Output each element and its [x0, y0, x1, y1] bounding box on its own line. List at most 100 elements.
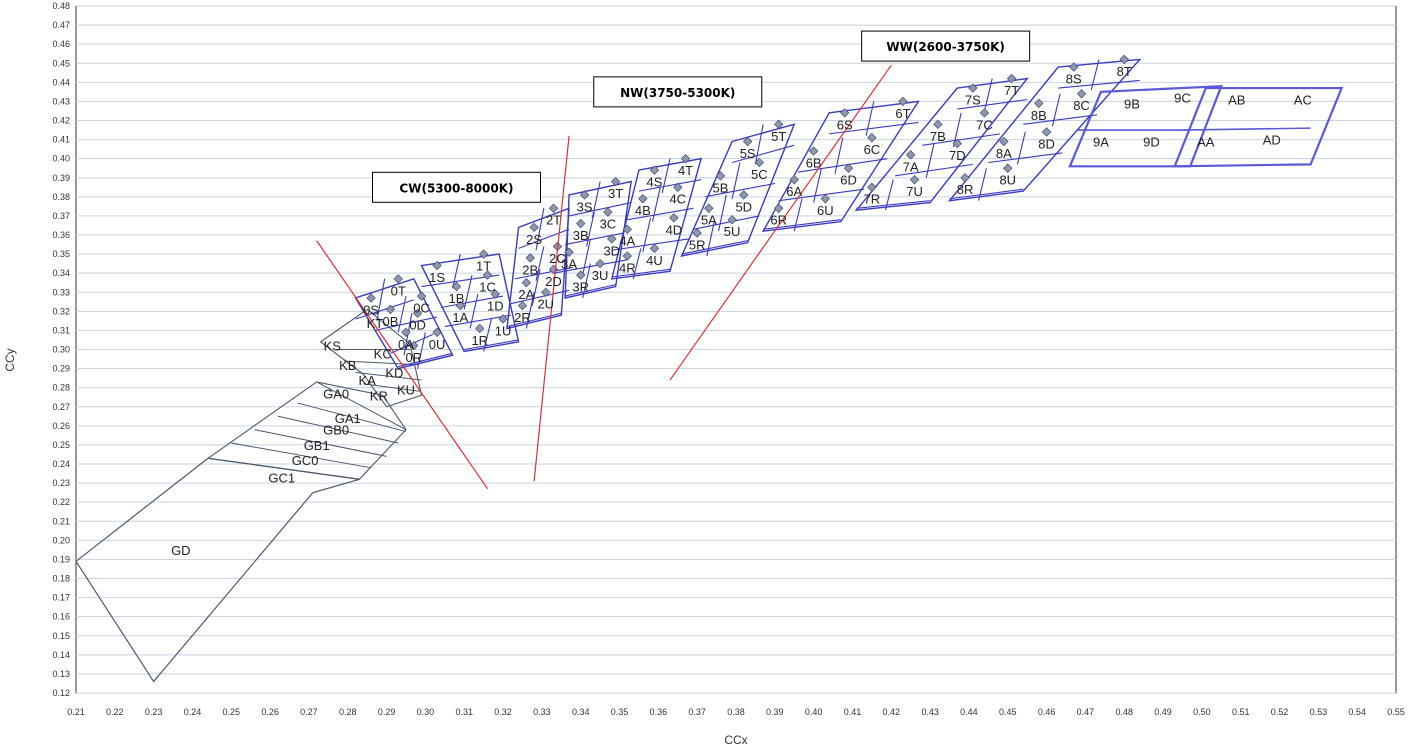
y-tick-label: 0.17	[52, 593, 70, 603]
bin-label: 1D	[487, 299, 504, 314]
region-box	[371, 171, 541, 203]
y-tick-label: 0.24	[52, 459, 70, 469]
y-tick-label: 0.41	[52, 135, 70, 145]
bin-label: KB	[339, 358, 356, 373]
region-box-label: WW(2600-3750K)	[886, 40, 1005, 54]
y-tick-label: 0.25	[52, 440, 70, 450]
bin-row-line	[518, 228, 570, 249]
bin-row-line	[1182, 127, 1311, 131]
mesh-vertex	[432, 260, 442, 271]
bin-label: 2D	[545, 274, 562, 289]
mesh-vertex	[548, 203, 559, 213]
bin-label: GC0	[292, 453, 319, 468]
k-region-outline	[319, 308, 423, 408]
bin-label: 2A	[518, 287, 534, 302]
mesh-vertex	[401, 327, 411, 337]
bin-row-line	[514, 266, 574, 280]
bin-label: 1R	[471, 333, 488, 348]
y-tick-label: 0.22	[52, 497, 70, 507]
bin-row-line	[553, 259, 628, 274]
y-tick-label: 0.29	[52, 364, 70, 374]
bin-label: KU	[397, 383, 415, 398]
x-tick-label: 0.53	[1310, 707, 1328, 717]
x-tick-label: 0.51	[1232, 707, 1250, 717]
bin-grid	[354, 54, 1344, 370]
bin-row-line	[1058, 79, 1140, 89]
y-tick-label: 0.21	[52, 516, 70, 526]
y-tick-label: 0.38	[52, 192, 70, 202]
bin-split-line	[642, 217, 652, 253]
mesh-vertex	[1069, 62, 1079, 72]
bin-label: 5B	[713, 180, 729, 195]
bin-label: KT	[367, 316, 384, 331]
boundary-lines	[316, 64, 892, 490]
y-tick-label: 0.12	[52, 688, 70, 698]
x-tick-labels: 0.21 0.22 0.23 0.24 0.25 0.26 0.27 0.28 0.29 0.30…	[67, 707, 1405, 717]
bin-row-line	[638, 179, 702, 192]
bin-label: AC	[1294, 93, 1312, 108]
gd-outline	[75, 457, 360, 683]
mesh-vertex	[704, 203, 714, 213]
bin-label: 4R	[619, 260, 636, 275]
bin-label: 0A	[398, 337, 414, 352]
bin-split-line	[483, 318, 492, 352]
bin-split-line	[978, 168, 987, 201]
mesh-vertex	[564, 247, 574, 257]
x-tick-label: 0.31	[455, 707, 473, 717]
mesh-vertex	[607, 234, 617, 244]
y-tick-label: 0.39	[52, 173, 70, 183]
bin-label: 8B	[1031, 108, 1047, 123]
x-tick-label: 0.36	[650, 707, 668, 717]
x-tick-label: 0.42	[883, 707, 901, 717]
bin-column-outline	[854, 77, 1029, 212]
x-tick-label: 0.34	[572, 707, 590, 717]
bin-label: 4T	[678, 163, 693, 178]
bin-column-outline	[564, 180, 633, 299]
y-tick-label: 0.44	[52, 77, 70, 87]
bin-label: 8U	[999, 173, 1016, 188]
k-band-line	[355, 371, 422, 381]
bin-label: 6U	[817, 203, 834, 218]
mesh-vertex	[366, 293, 376, 303]
bin-row-line	[856, 200, 931, 209]
k-band-line	[343, 360, 418, 366]
bin-label: 7B	[930, 129, 946, 144]
mesh-vertex	[521, 278, 532, 288]
x-tick-label: 0.55	[1387, 707, 1405, 717]
mesh-vertex	[385, 304, 396, 315]
mesh-vertex	[603, 207, 613, 217]
mesh-vertex	[669, 213, 679, 223]
x-tick-label: 0.41	[844, 707, 862, 717]
mesh-vertex	[1041, 127, 1052, 137]
bin-split-line	[463, 274, 473, 310]
bin-row-line	[949, 188, 1024, 200]
x-tick-label: 0.40	[805, 707, 823, 717]
mesh-vertex	[1076, 89, 1087, 99]
g-band-line	[316, 381, 407, 431]
y-tick-label: 0.35	[52, 249, 70, 259]
mesh-vertex	[867, 182, 877, 192]
mesh-vertex	[960, 173, 970, 183]
x-tick-label: 0.47	[1077, 707, 1095, 717]
mesh-vertex	[576, 270, 586, 280]
mesh-vertex	[968, 83, 978, 93]
bin-label: 5S	[740, 146, 756, 161]
mesh-vertex	[610, 176, 621, 187]
mesh-vertex	[412, 308, 423, 318]
y-tick-label: 0.15	[52, 631, 70, 641]
grid-lines	[76, 5, 1396, 694]
bin-row-line	[693, 215, 760, 230]
mesh-vertex	[843, 163, 854, 173]
bin-label: AB	[1228, 93, 1245, 108]
bin-label: 7D	[949, 148, 966, 163]
mesh-vertex	[478, 249, 489, 259]
mesh-vertex	[579, 190, 590, 200]
mesh-vertex	[451, 281, 462, 292]
bin-label: 5U	[724, 224, 741, 239]
bin-label: 3A	[561, 257, 577, 272]
bin-split-line	[1051, 93, 1061, 127]
mesh-vertex	[475, 323, 485, 334]
x-tick-label: 0.39	[766, 707, 784, 717]
bin-label: 2B	[522, 262, 538, 277]
